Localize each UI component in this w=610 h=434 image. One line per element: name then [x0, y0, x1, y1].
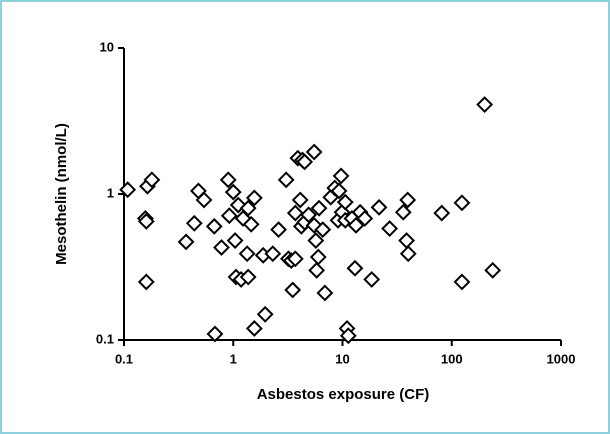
- data-point: [220, 207, 238, 225]
- data-point: [347, 216, 365, 234]
- data-point: [330, 182, 348, 200]
- data-point: [305, 216, 323, 234]
- data-point: [291, 191, 309, 209]
- data-point: [433, 204, 451, 222]
- data-point: [226, 232, 244, 249]
- data-point: [206, 325, 224, 343]
- data-point: [356, 210, 374, 227]
- x-tick-label: 0.1: [115, 351, 133, 366]
- data-point: [399, 191, 417, 209]
- x-tick-label: 10: [335, 351, 349, 366]
- data-point: [314, 221, 332, 239]
- data-point: [308, 261, 326, 279]
- data-point: [346, 259, 364, 277]
- data-point: [453, 273, 471, 291]
- data-point: [239, 268, 257, 286]
- data-point: [370, 198, 388, 216]
- data-point: [277, 171, 295, 189]
- data-point: [339, 327, 357, 345]
- data-point: [238, 245, 256, 263]
- data-point: [185, 214, 203, 232]
- data-point: [284, 281, 302, 299]
- data-point: [213, 239, 230, 256]
- data-point: [137, 273, 155, 291]
- x-axis-title: Asbestos exposure (CF): [257, 386, 430, 403]
- data-point: [296, 153, 314, 171]
- data-point: [286, 250, 304, 268]
- data-point: [242, 215, 260, 233]
- data-point: [119, 181, 137, 199]
- data-point: [234, 210, 252, 227]
- data-point: [363, 270, 381, 288]
- data-point: [264, 245, 282, 263]
- data-point: [332, 167, 350, 185]
- x-tick-label: 1000: [547, 351, 576, 366]
- data-point: [245, 189, 263, 207]
- data-point: [270, 221, 288, 239]
- data-point: [205, 217, 223, 235]
- data-point: [137, 212, 155, 230]
- data-point: [219, 171, 237, 189]
- data-point: [239, 199, 257, 217]
- data-point: [307, 232, 325, 249]
- data-point: [484, 261, 502, 279]
- x-tick-label: 1: [230, 351, 237, 366]
- data-point: [453, 194, 471, 212]
- data-point: [256, 305, 274, 323]
- data-point: [394, 203, 412, 221]
- data-point: [381, 220, 399, 237]
- y-axis-title: Mesothelin (nmol/L): [53, 123, 70, 265]
- y-tick-label: 1: [107, 185, 114, 200]
- x-tick-label: 100: [441, 351, 463, 366]
- data-point: [177, 233, 195, 251]
- y-tick-label: 10: [100, 39, 114, 54]
- data-point: [195, 191, 213, 209]
- data-point: [300, 206, 318, 224]
- data-point: [316, 284, 334, 302]
- data-point: [305, 143, 323, 161]
- data-point: [476, 96, 494, 113]
- data-point: [336, 193, 354, 211]
- data-point: [245, 320, 263, 337]
- y-tick-label: 0.1: [96, 331, 114, 346]
- data-point: [229, 196, 247, 214]
- data-point: [310, 199, 328, 217]
- data-point: [309, 248, 327, 266]
- data-point: [399, 245, 417, 263]
- data-point: [143, 171, 161, 189]
- data-point: [224, 183, 242, 201]
- data-point: [286, 204, 304, 222]
